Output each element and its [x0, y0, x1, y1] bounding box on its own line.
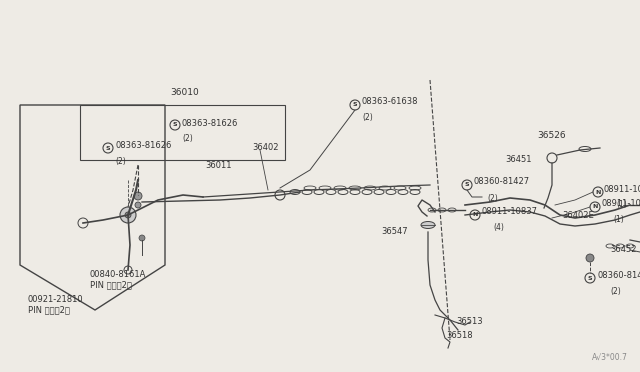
Text: 08911-10837: 08911-10837 [481, 208, 537, 217]
Text: (4): (4) [493, 223, 504, 232]
Text: (2): (2) [115, 157, 125, 166]
Text: (2): (2) [487, 194, 498, 203]
Text: 36402E: 36402E [562, 211, 594, 219]
Circle shape [135, 202, 141, 208]
Text: 08360-81427: 08360-81427 [597, 270, 640, 279]
Text: 08363-61638: 08363-61638 [362, 96, 419, 106]
Text: 08360-81427: 08360-81427 [474, 177, 530, 186]
Text: S: S [353, 103, 357, 108]
Text: 36451: 36451 [506, 155, 532, 164]
Text: 36452: 36452 [610, 246, 637, 254]
Ellipse shape [421, 221, 435, 228]
Text: N: N [472, 212, 477, 218]
Text: (1): (1) [613, 215, 624, 224]
Text: PIN ピン（2）: PIN ピン（2） [28, 305, 70, 314]
Text: S: S [465, 183, 469, 187]
Text: 00840-8161A: 00840-8161A [90, 270, 147, 279]
Text: 00921-21810: 00921-21810 [28, 295, 84, 304]
Text: 36010: 36010 [171, 88, 200, 97]
Text: 08363-81626: 08363-81626 [182, 119, 238, 128]
Text: S: S [106, 145, 110, 151]
Text: 36513: 36513 [456, 317, 483, 327]
Text: 36547: 36547 [381, 228, 408, 237]
Text: 36402: 36402 [252, 142, 278, 151]
Text: (2): (2) [182, 134, 193, 143]
Text: (2): (2) [362, 113, 372, 122]
Text: 08911-1082G: 08911-1082G [604, 185, 640, 193]
Text: 36011: 36011 [205, 161, 232, 170]
Text: (1): (1) [616, 200, 627, 209]
Text: 36518: 36518 [446, 331, 472, 340]
Circle shape [134, 192, 142, 200]
Circle shape [586, 254, 594, 262]
Text: N: N [595, 189, 601, 195]
Circle shape [139, 235, 145, 241]
Text: PIN ピン（2）: PIN ピン（2） [90, 280, 132, 289]
Text: 08363-81626: 08363-81626 [115, 141, 172, 151]
Text: 36526: 36526 [538, 131, 566, 140]
Text: S: S [588, 276, 592, 280]
Text: (2): (2) [610, 287, 621, 296]
Circle shape [125, 212, 131, 218]
Circle shape [120, 207, 136, 223]
Text: S: S [173, 122, 177, 128]
Text: 08911-1082G: 08911-1082G [601, 199, 640, 208]
Text: N: N [592, 205, 598, 209]
Text: A√3*00.7: A√3*00.7 [592, 353, 628, 362]
